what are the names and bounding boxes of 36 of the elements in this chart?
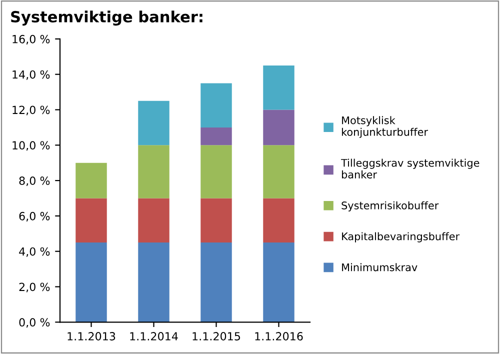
y-tick-label: 14,0 %	[12, 70, 50, 80]
chart-title: Systemviktige banker:	[11, 10, 202, 26]
x-tick-label: 1.1.2016	[255, 332, 303, 340]
bar	[200, 198, 232, 242]
y-tick-label: 16,0 %	[12, 34, 50, 44]
y-tick-label: 8,0 %	[19, 176, 50, 186]
bar	[263, 110, 294, 146]
bar	[76, 198, 107, 242]
bar	[263, 65, 294, 110]
y-tick-label: 10,0 %	[12, 141, 50, 151]
legend-label: Kapitalbevaringsbuffer	[342, 232, 460, 242]
bar	[138, 100, 170, 146]
bar	[263, 145, 294, 198]
bar	[76, 242, 107, 322]
legend-label: Minimumskrav	[342, 263, 418, 272]
legend-label: Systemrisikobuffer	[342, 201, 439, 212]
y-tick-label: 2,0 %	[19, 282, 50, 292]
bar	[200, 127, 232, 146]
y-tick-label: 0,0 %	[19, 318, 50, 328]
legend-label: Tilleggskrav systemviktige banker	[341, 158, 480, 178]
bar	[138, 242, 170, 322]
x-tick-label: 1.1.2015	[192, 332, 240, 340]
y-tick-label: 12,0 %	[12, 106, 50, 116]
legend-label: Motsyklisk konjunkturbuffer	[342, 116, 428, 138]
y-tick-label: 4,0 %	[19, 247, 50, 257]
bar	[138, 145, 170, 198]
bar	[263, 198, 294, 242]
bar	[200, 145, 232, 198]
bar	[138, 198, 170, 242]
bar	[200, 83, 232, 128]
x-tick-label: 1.1.2014	[130, 332, 178, 340]
bar	[200, 242, 232, 322]
bar	[263, 242, 294, 322]
bar	[76, 162, 107, 198]
x-tick-label: 1.1.2013	[68, 332, 116, 340]
y-tick-label: 6,0 %	[19, 212, 50, 222]
